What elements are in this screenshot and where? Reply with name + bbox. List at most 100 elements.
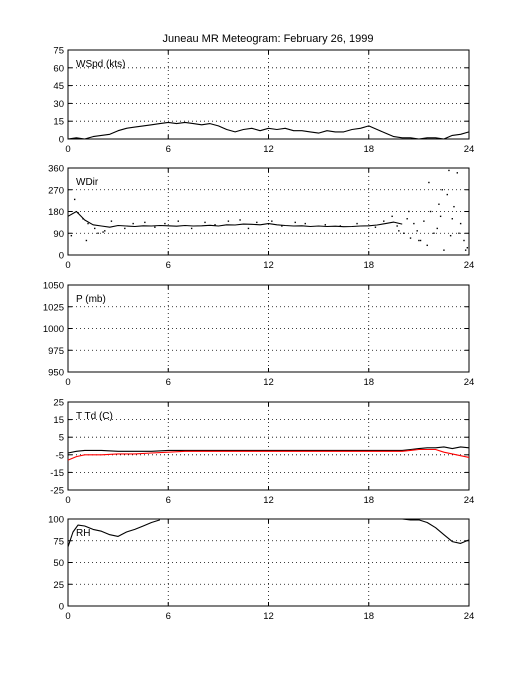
data-point [294, 221, 296, 224]
series-line-1 [67, 121, 470, 140]
panel-label: T Td (C) [76, 411, 113, 422]
data-point [102, 231, 104, 233]
x-tick-label: 0 [65, 377, 70, 388]
figure-title: Juneau MR Meteogram: February 26, 1999 [163, 33, 374, 45]
x-tick-label: 6 [166, 377, 171, 388]
data-point [439, 215, 442, 218]
data-point [406, 218, 408, 220]
panel-3: 0 6 12 18 24 950 975 1000 1025 1050 P (mb) [43, 281, 474, 389]
y-tick-label: 0 [59, 251, 64, 262]
y-tick-label: 270 [48, 185, 64, 196]
y-tick-label: 45 [53, 81, 64, 92]
x-tick-label: 0 [65, 144, 70, 155]
data-point [77, 212, 79, 214]
x-tick-label: 24 [464, 144, 475, 155]
panel-label: WDir [76, 177, 99, 188]
data-point [124, 227, 126, 230]
data-point [304, 222, 306, 225]
series-line-1 [67, 446, 470, 454]
data-point [214, 224, 216, 226]
data-point [464, 249, 467, 251]
data-point [409, 237, 412, 239]
data-point [429, 210, 432, 213]
y-tick-label: 1025 [43, 302, 64, 313]
data-point [154, 226, 156, 228]
y-tick-label: -15 [50, 468, 64, 479]
data-point [433, 232, 435, 234]
x-tick-label: 0 [65, 260, 70, 271]
data-point [441, 189, 443, 191]
y-tick-label: 0 [59, 602, 64, 613]
panel-label: P (mb) [76, 294, 106, 305]
x-tick-label: 24 [464, 611, 475, 622]
x-tick-label: 0 [65, 611, 70, 622]
y-tick-label: 950 [48, 368, 64, 379]
x-tick-label: 12 [263, 495, 274, 506]
x-tick-label: 24 [464, 260, 475, 271]
y-tick-label: 75 [53, 46, 64, 57]
panel-1: 0 6 12 18 24 0 15 30 45 60 75 WSpd (kts) [53, 46, 474, 156]
data-point [418, 239, 420, 242]
data-point [459, 222, 462, 225]
x-tick-label: 18 [363, 144, 374, 155]
data-point [177, 220, 179, 222]
data-point [403, 232, 405, 234]
data-point [419, 239, 422, 242]
y-tick-label: 0 [59, 135, 64, 146]
data-point [104, 230, 106, 232]
panel-label: WSpd (kts) [76, 59, 125, 70]
data-point [82, 218, 84, 220]
data-point [456, 172, 459, 174]
data-point [339, 225, 342, 227]
y-tick-label: -25 [50, 486, 64, 497]
x-tick-label: 18 [363, 377, 374, 388]
data-point [451, 218, 453, 220]
x-tick-label: 6 [166, 611, 171, 622]
data-point [247, 227, 250, 230]
x-tick-label: 12 [263, 377, 274, 388]
y-tick-label: 1050 [43, 281, 64, 292]
y-tick-label: 180 [48, 207, 64, 218]
y-tick-label: 90 [53, 229, 64, 240]
x-tick-label: 6 [166, 144, 171, 155]
x-tick-label: 12 [263, 260, 274, 271]
y-tick-label: -5 [56, 450, 64, 461]
data-point [356, 222, 358, 225]
data-point [73, 198, 76, 201]
y-tick-label: 30 [53, 99, 64, 110]
data-point [466, 247, 469, 249]
data-point [110, 220, 113, 222]
y-tick-label: 60 [53, 63, 64, 74]
data-point [324, 224, 327, 226]
x-tick-label: 24 [464, 495, 475, 506]
panel-4: 0 6 12 18 24 -25 -15 -5 5 15 25 T Td (C) [50, 398, 474, 507]
x-tick-label: 12 [263, 144, 274, 155]
x-tick-label: 18 [363, 260, 374, 271]
y-tick-label: 50 [53, 558, 64, 569]
data-point [204, 221, 206, 224]
y-tick-label: 15 [53, 415, 64, 426]
data-point [391, 215, 393, 218]
data-point [436, 227, 438, 230]
data-point [374, 226, 377, 228]
x-tick-label: 18 [363, 495, 374, 506]
panel-2: 0 6 12 18 24 0 90 180 270 360 WDir [48, 164, 474, 272]
y-tick-label: 15 [53, 117, 64, 128]
data-point [453, 205, 455, 208]
y-tick-label: 75 [53, 536, 64, 547]
data-point [446, 193, 448, 196]
data-point [281, 225, 283, 227]
panel-5: 0 6 12 18 24 0 25 50 75 100 RH [48, 515, 474, 623]
data-point [463, 239, 465, 242]
data-point [132, 222, 134, 225]
data-point [144, 221, 146, 224]
y-tick-label: 1000 [43, 324, 64, 335]
data-point [416, 230, 418, 232]
y-tick-label: 25 [53, 398, 64, 409]
series-line-2 [67, 448, 470, 461]
data-point [85, 239, 88, 242]
x-tick-label: 12 [263, 611, 274, 622]
x-tick-label: 0 [65, 495, 70, 506]
x-tick-label: 6 [166, 260, 171, 271]
